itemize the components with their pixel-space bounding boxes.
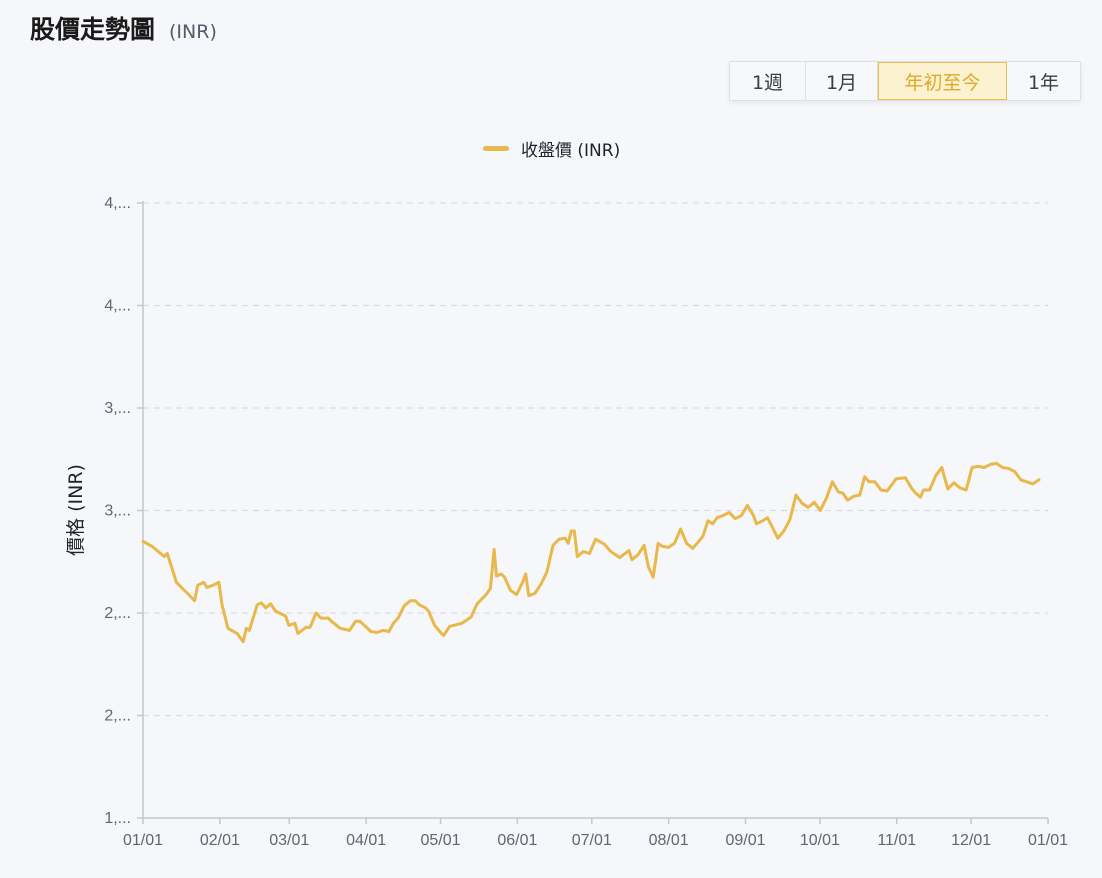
- y-ticks: 1,... 2,... 2,... 3,... 3,... 4,... 4,...: [104, 195, 143, 827]
- y-tick-label: 2,...: [104, 605, 131, 622]
- x-tick-label: 12/01: [951, 832, 991, 849]
- x-tick-label: 11/01: [877, 832, 916, 849]
- currency-label: (INR): [169, 21, 217, 43]
- y-tick-label: 4,...: [104, 298, 131, 315]
- x-tick-label: 08/01: [649, 832, 689, 849]
- y-tick-label: 1,...: [104, 810, 131, 827]
- range-1m-button[interactable]: 1月: [806, 62, 878, 100]
- page-title: 股價走勢圖: [30, 15, 156, 44]
- x-tick-label: 02/01: [200, 832, 240, 849]
- chart-legend[interactable]: 收盤價 (INR): [483, 134, 620, 162]
- chart-header: 股價走勢圖 (INR): [30, 10, 217, 50]
- x-ticks: 01/01 02/01 03/01 04/01 05/01 06/01 07/01 08/01…: [123, 818, 1068, 849]
- range-ytd-button[interactable]: 年初至今: [878, 62, 1007, 100]
- y-tick-label: 2,...: [104, 708, 131, 725]
- range-1w-button[interactable]: 1週: [730, 62, 806, 100]
- grid-lines: [143, 202, 1048, 717]
- y-tick-label: 4,...: [104, 195, 131, 212]
- x-tick-label: 04/01: [346, 832, 386, 849]
- x-tick-label: 01/01: [1028, 832, 1068, 849]
- x-tick-label: 05/01: [421, 832, 461, 849]
- range-selector: 1週 1月 年初至今 1年: [729, 61, 1081, 101]
- y-axis-title: 價格 (INR): [65, 464, 87, 556]
- x-tick-label: 07/01: [572, 832, 612, 849]
- x-tick-label: 10/01: [800, 832, 840, 849]
- legend-label: 收盤價 (INR): [521, 140, 621, 161]
- x-tick-label: 03/01: [269, 832, 309, 849]
- x-tick-label: 06/01: [497, 832, 537, 849]
- x-tick-label: 09/01: [725, 832, 765, 849]
- series-line-close-price: [141, 461, 1041, 644]
- legend-swatch: [483, 145, 509, 151]
- axes: [142, 201, 1048, 819]
- series-layer: [141, 461, 1041, 644]
- x-tick-label: 01/01: [123, 832, 163, 849]
- range-1y-button[interactable]: 1年: [1007, 62, 1080, 100]
- y-tick-label: 3,...: [104, 503, 131, 520]
- y-tick-label: 3,...: [104, 400, 131, 417]
